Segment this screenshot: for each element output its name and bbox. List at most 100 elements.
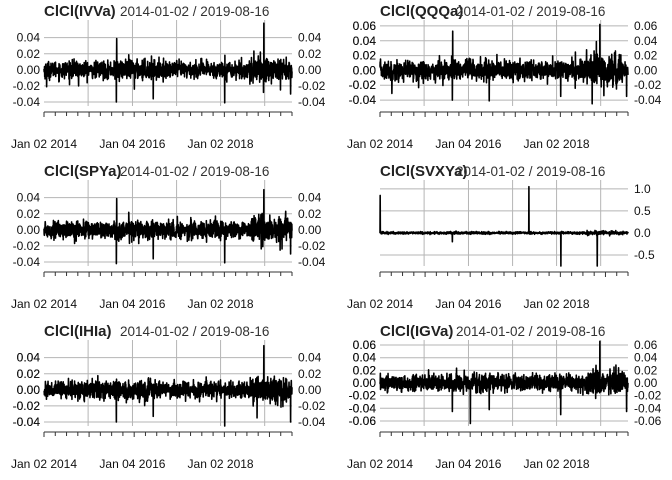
x-tick-label: Jan 04 2016 — [435, 137, 501, 151]
y-tick-label-right: 0.04 — [634, 351, 658, 365]
chart-panel-1: ClCl(IVVa) 2014-01-02 / 2019-08-16 0.04 0.0… — [11, 3, 326, 151]
y-tick-label: -0.04 — [349, 93, 377, 107]
y-tick-label-right: 0.02 — [298, 47, 322, 61]
y-tick-label: 0.02 — [353, 363, 377, 377]
y-tick-label-right: 0.00 — [634, 376, 658, 390]
y-tick-label-right: -0.04 — [298, 95, 326, 109]
x-tick-label: Jan 04 2016 — [435, 297, 501, 311]
y-tick-label-right: 0.00 — [298, 63, 322, 77]
chart-title: ClCl(IHIa) — [44, 323, 112, 340]
y-tick-label: 0.04 — [353, 351, 377, 365]
y-tick-label-right: -0.02 — [298, 399, 326, 413]
y-tick-label: -0.04 — [13, 415, 41, 429]
y-tick-label-right: -0.02 — [634, 78, 662, 92]
y-tick-label: 0.02 — [353, 49, 377, 63]
chart-panel-4: ClCl(SVXYa)2014-01-02 / 2019-08-16 1.0 0.5… — [347, 163, 655, 311]
chart-panel-5: ClCl(IHIa) 2014-01-02 / 2019-08-16 0.04 0.0… — [11, 323, 326, 471]
y-tick-label: -0.04 — [13, 255, 41, 269]
y-tick-label-right: -0.04 — [298, 415, 326, 429]
y-tick-label: 0.00 — [353, 376, 377, 390]
series-line — [43, 188, 293, 265]
x-tick-label: Jan 02 2018 — [524, 137, 590, 151]
x-tick-label: Jan 02 2018 — [188, 457, 254, 471]
y-tick-label: 0.04 — [17, 351, 41, 365]
x-tick-label: Jan 04 2016 — [99, 137, 165, 151]
date-range-label: 2014-01-02 / 2019-08-16 — [120, 324, 269, 339]
y-tick-label: 0.04 — [17, 351, 41, 365]
y-tick-label-right: 1.0 — [634, 182, 651, 196]
y-tick-label-right: 0.04 — [298, 351, 322, 365]
y-tick-label: 0.00 — [17, 383, 41, 397]
y-tick-label-right: -0.04 — [634, 401, 662, 415]
x-tick-label: Jan 02 2014 — [11, 297, 77, 311]
chart-title: ClCl(IVVa) — [44, 3, 116, 20]
y-tick-label-right: -0.06 — [634, 414, 662, 428]
x-tick-label: Jan 02 2014 — [11, 457, 77, 471]
series-line — [379, 340, 629, 425]
y-tick-label: 0.04 — [353, 34, 377, 48]
y-tick-label-right: 0.5 — [634, 204, 651, 218]
y-tick-label: 0.04 — [17, 31, 41, 45]
y-tick-label-right: -0.04 — [298, 255, 326, 269]
y-tick-label: 0.04 — [17, 191, 41, 205]
y-tick-label: 0.06 — [353, 19, 377, 33]
x-tick-label: Jan 02 2014 — [347, 297, 413, 311]
y-tick-label: -0.04 — [13, 415, 41, 429]
y-tick-label: 0.02 — [17, 207, 41, 221]
y-tick-label: 0.06 — [353, 338, 377, 352]
y-tick-label: 0.00 — [353, 63, 377, 77]
y-tick-label-right: 0.04 — [634, 34, 658, 48]
y-tick-label: -0.04 — [13, 95, 41, 109]
y-tick-label-right: 0.00 — [634, 63, 658, 77]
series-line — [43, 344, 293, 427]
x-tick-label: Jan 04 2016 — [99, 457, 165, 471]
chart-title: ClCl(IGVa) — [380, 323, 453, 340]
y-tick-label: 0.02 — [17, 367, 41, 381]
y-tick-label: 0.02 — [17, 367, 41, 381]
x-tick-label: Jan 02 2014 — [347, 457, 413, 471]
y-tick-label-right: 0.02 — [298, 367, 322, 381]
x-tick-label: Jan 02 2018 — [524, 297, 590, 311]
series-line — [379, 185, 629, 267]
x-tick-label: Jan 02 2018 — [188, 297, 254, 311]
x-tick-label: Jan 02 2018 — [524, 457, 590, 471]
y-tick-label: -0.04 — [349, 401, 377, 415]
y-tick-label: -0.02 — [13, 79, 41, 93]
chart-title: ClCl(SVXYa) — [380, 163, 468, 180]
x-tick-label: Jan 02 2014 — [11, 137, 77, 151]
y-tick-label-right: -0.04 — [634, 93, 662, 107]
y-tick-label-right: 0.02 — [298, 207, 322, 221]
y-tick-label: -0.02 — [13, 399, 41, 413]
y-tick-label-right: 0.04 — [298, 31, 322, 45]
chart-title: ClCl(QQQa) — [380, 3, 463, 20]
y-tick-label: 0.02 — [17, 47, 41, 61]
x-tick-label: Jan 02 2018 — [188, 137, 254, 151]
date-range-label: 2014-01-02 / 2019-08-16 — [456, 324, 605, 339]
y-tick-label: 0.00 — [17, 383, 41, 397]
y-tick-label: -0.02 — [349, 389, 377, 403]
y-tick-label-right: -0.02 — [298, 79, 326, 93]
y-tick-label: -0.06 — [349, 414, 377, 428]
y-tick-label: 0.00 — [353, 376, 377, 390]
y-tick-label: -0.02 — [349, 78, 377, 92]
y-tick-label-right: 0.00 — [298, 383, 322, 397]
y-tick-label-right: 0.00 — [298, 223, 322, 237]
y-tick-label-right: 0.06 — [634, 19, 658, 33]
y-tick-label: 0.06 — [353, 19, 377, 33]
y-tick-label: 0.04 — [353, 34, 377, 48]
series-line — [379, 23, 629, 105]
y-tick-label: 0.06 — [353, 338, 377, 352]
y-tick-label-right: 0.06 — [634, 338, 658, 352]
chart-panel-3: ClCl(SPYa)2014-01-02 / 2019-08-16 0.04 0.0… — [11, 163, 326, 311]
x-tick-label: Jan 02 2014 — [347, 137, 413, 151]
y-tick-label-right: 0.02 — [634, 363, 658, 377]
date-range-label: 2014-01-02 / 2019-08-16 — [456, 4, 605, 19]
x-tick-label: Jan 04 2016 — [435, 457, 501, 471]
y-tick-label: -0.02 — [13, 239, 41, 253]
y-tick-label-right: 0.0 — [634, 226, 651, 240]
y-tick-label-right: -0.02 — [634, 389, 662, 403]
y-tick-label-right: 0.04 — [298, 191, 322, 205]
y-tick-label: -0.02 — [13, 399, 41, 413]
y-tick-label: -0.02 — [349, 389, 377, 403]
